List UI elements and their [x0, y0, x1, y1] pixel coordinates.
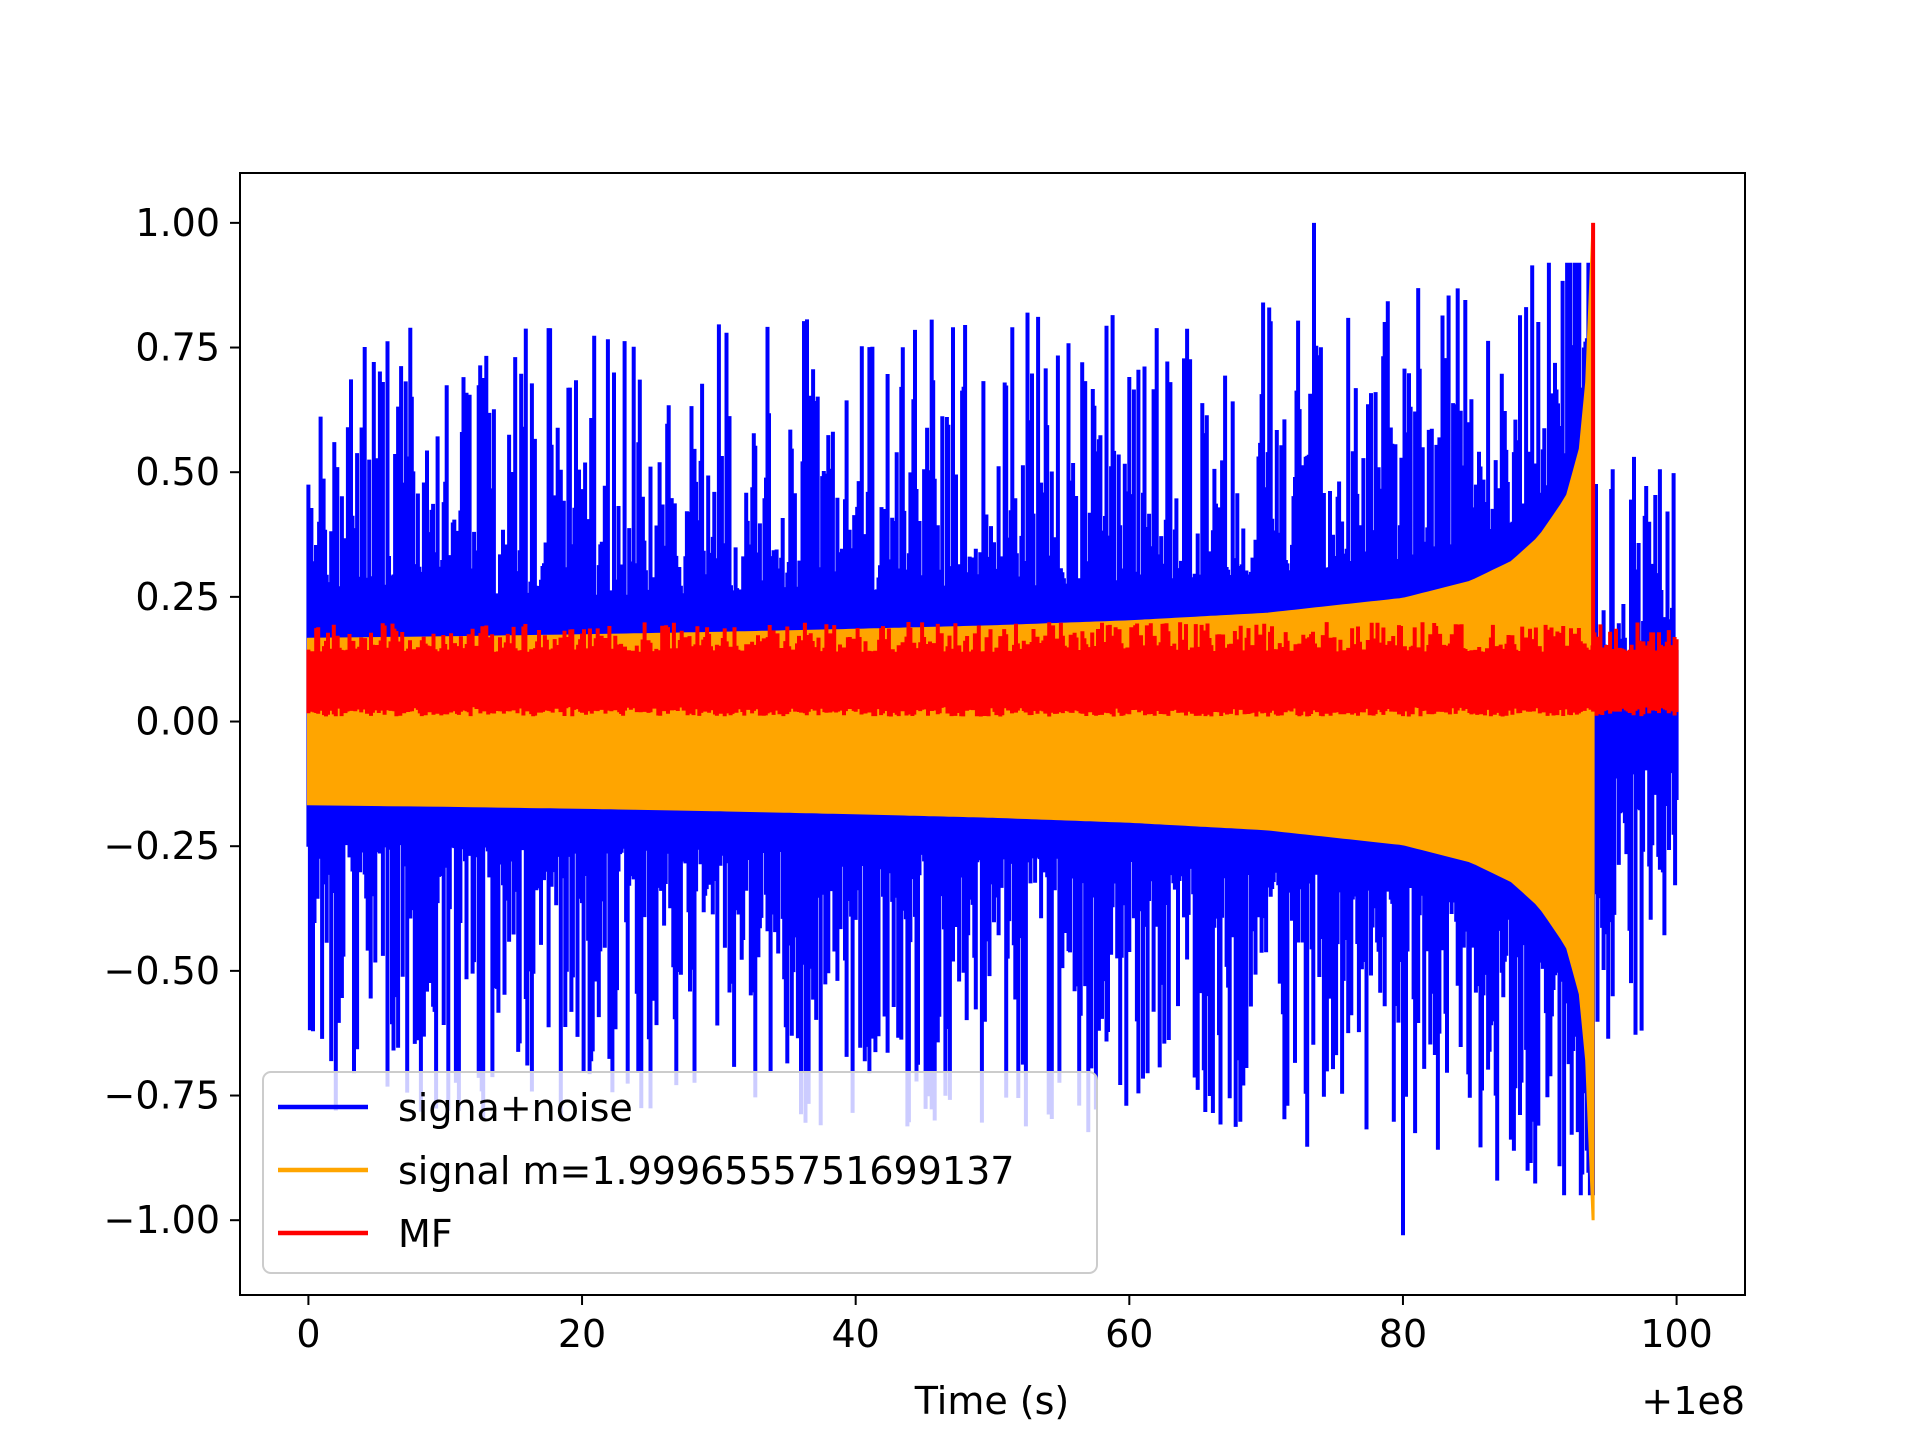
x-tick-label: 80 [1379, 1312, 1427, 1356]
legend-label-mf: MF [398, 1212, 453, 1256]
legend-box [262, 1071, 1098, 1274]
x-axis-ticks: 0 20 40 60 80 100 [296, 1295, 1713, 1356]
y-tick-label: −0.75 [104, 1074, 220, 1118]
y-tick-label: −1.00 [104, 1198, 220, 1242]
series-mf [306, 222, 1679, 717]
x-tick-label: 0 [296, 1312, 320, 1356]
legend-label-signa-noise: signa+noise [398, 1086, 633, 1130]
series-line-mf [306, 222, 1679, 717]
y-tick-label: 0.75 [135, 326, 220, 370]
x-axis-label: Time (s) [914, 1379, 1070, 1423]
plot-area [306, 222, 1679, 1236]
x-tick-label: 20 [558, 1312, 606, 1356]
y-axis-ticks: 1.00 0.75 0.50 0.25 0.00 −0.25 −0.50 −0.75 −1.00 [104, 201, 240, 1242]
x-axis-offset-label: +1e8 [1641, 1379, 1745, 1423]
x-tick-label: 100 [1640, 1312, 1713, 1356]
y-tick-label: −0.25 [104, 824, 220, 868]
legend-label-signal: signal m=1.9996555751699137 [398, 1149, 1014, 1193]
legend: signa+noise signal m=1.9996555751699137 … [262, 1071, 1098, 1274]
axes-frame [239, 172, 1746, 1296]
y-tick-label: 0.25 [135, 575, 220, 619]
y-tick-label: 1.00 [135, 201, 220, 245]
y-tick-label: 0.00 [135, 700, 220, 744]
y-tick-label: 0.50 [135, 450, 220, 494]
x-tick-label: 40 [832, 1312, 880, 1356]
x-tick-label: 60 [1105, 1312, 1153, 1356]
y-tick-label: −0.50 [104, 949, 220, 993]
